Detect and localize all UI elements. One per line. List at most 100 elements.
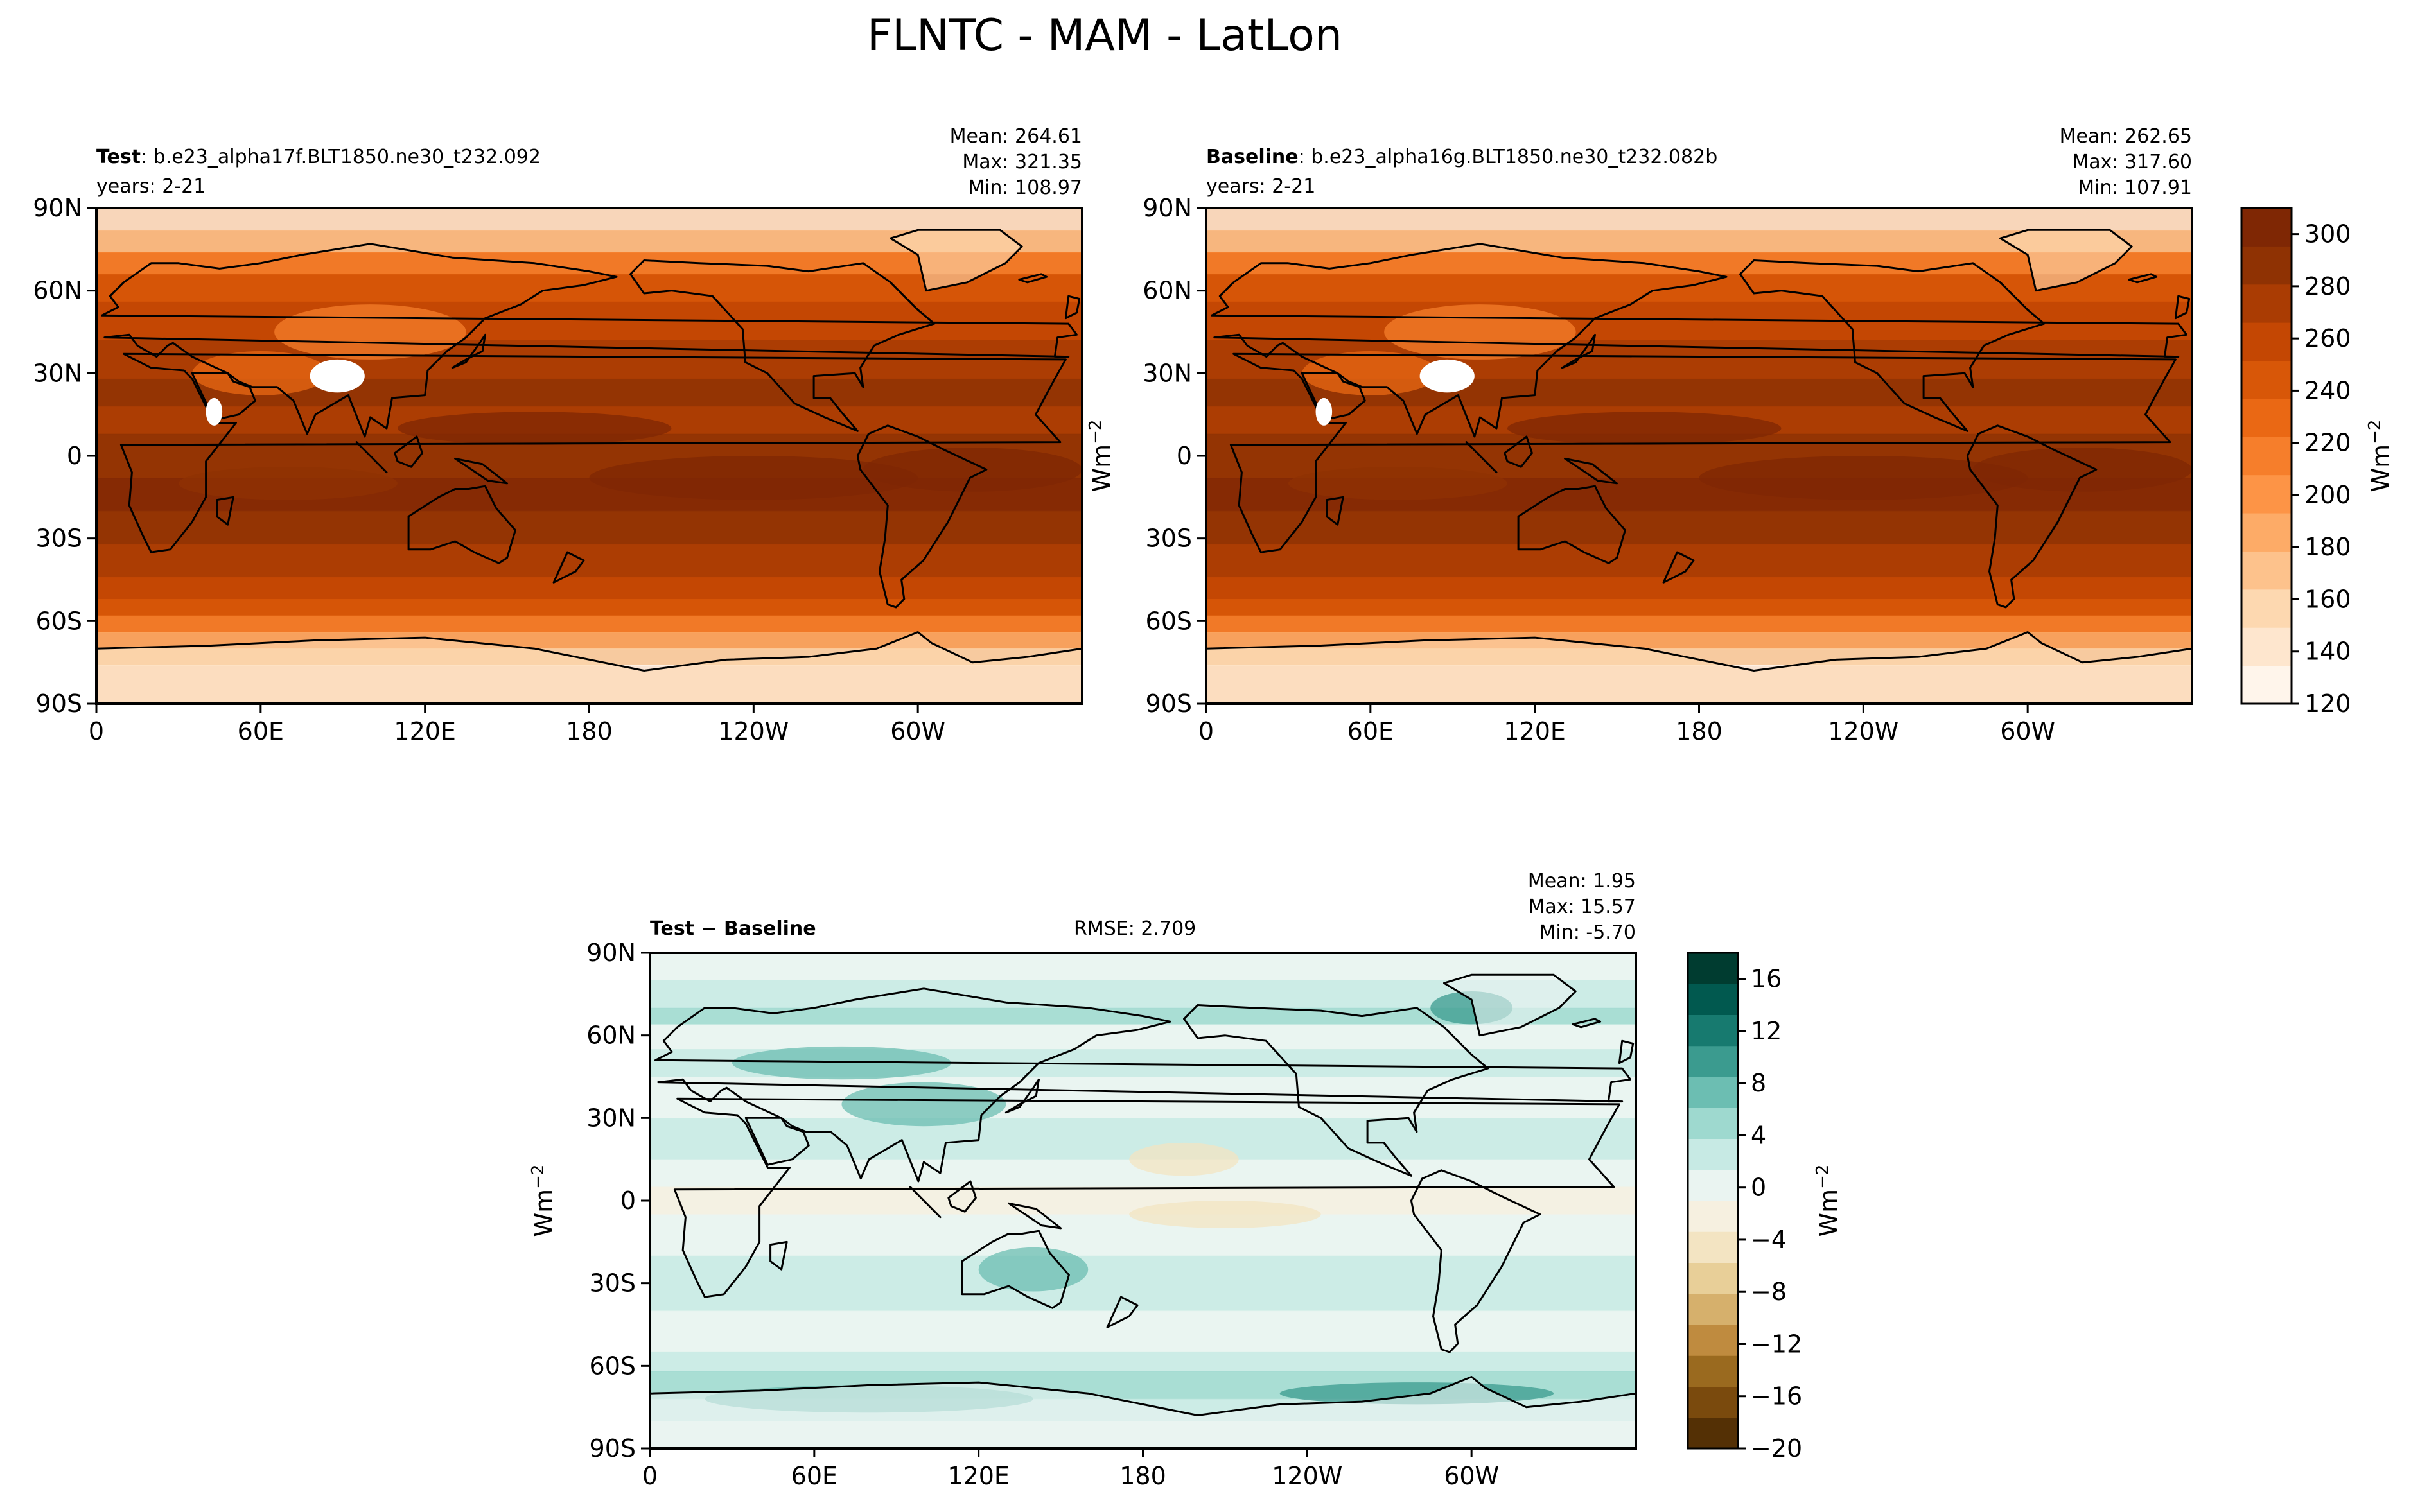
coastline-southamerica [1410, 1169, 1541, 1353]
map-band [650, 1077, 1636, 1119]
coastline-uk [1618, 1039, 1635, 1064]
coastline-eurasia [654, 987, 1631, 1183]
map-band [1206, 615, 2192, 633]
colorbar-segment [2241, 208, 2292, 247]
coastline-australia [407, 485, 516, 564]
x-tick-label: 60E [238, 717, 284, 745]
colorbar-tick-label: 4 [1751, 1121, 1766, 1149]
coastline-arabia [744, 1117, 810, 1166]
y-tick-label: 30S [36, 525, 82, 553]
baseline-stat-mean: Mean: 262.65 [2060, 125, 2192, 148]
baseline-years: years: 2-21 [1206, 175, 1315, 198]
colorbar-segment [2241, 665, 2292, 704]
map-band [96, 208, 1082, 231]
y-tick-label: 90N [33, 194, 82, 222]
y-tick-label: 90N [1143, 194, 1192, 222]
test-years: years: 2-21 [96, 175, 206, 198]
map-band [96, 544, 1082, 578]
coastline-northamerica [1183, 1004, 1489, 1177]
colorbar-tick-label: −12 [1751, 1330, 1802, 1358]
colorbar-tick-label: 220 [2304, 429, 2351, 457]
coastline-newzealand [552, 551, 585, 584]
colorbar-segment [2241, 322, 2292, 361]
map-band [1206, 599, 2192, 616]
baseline-label-bold: Baseline [1206, 146, 1299, 168]
map-band [1206, 510, 2192, 545]
test-stat-max: Max: 321.35 [962, 151, 1082, 173]
difference-ylabel-sup: −2 [529, 1165, 548, 1189]
x-tick-label: 180 [1676, 717, 1723, 745]
coastline-antarctica [650, 1376, 1636, 1448]
coastline-madagascar [1326, 496, 1344, 526]
x-tick-label: 120W [718, 717, 789, 745]
colorbar-segment [1688, 1169, 1738, 1201]
x-tick-label: 0 [89, 717, 104, 745]
figure-title: FLNTC - MAM - LatLon [867, 10, 1342, 61]
difference-stat-min: Min: -5.70 [1539, 921, 1636, 944]
colorbar-tick-label: 0 [1751, 1174, 1766, 1202]
coastline-newguinea [1564, 457, 1618, 485]
map-field-patch [1384, 304, 1576, 360]
colorbar-tick-label: 120 [2304, 690, 2351, 718]
colorbar-tick-label: −4 [1751, 1226, 1787, 1254]
missing-data-patch [1315, 397, 1333, 426]
y-tick-label: 60S [36, 607, 82, 635]
y-tick-label: 60N [586, 1021, 636, 1050]
coastline-borneo [394, 435, 423, 468]
colorbar-segment [1688, 984, 1738, 1015]
colorbar-tick-label: 8 [1751, 1069, 1766, 1097]
map-band [1206, 208, 2192, 231]
test-stat-mean: Mean: 264.61 [950, 125, 1082, 148]
x-tick-label: 120E [394, 717, 456, 745]
y-tick-label: 90S [590, 1434, 636, 1463]
map-band [1206, 544, 2192, 578]
test-panel: Test: b.e23_alpha17f.BLT1850.ne30_t232.0… [33, 125, 1083, 745]
y-tick-label: 90N [586, 939, 636, 967]
coastline-antarctica [96, 631, 1082, 704]
colorbar-segment [1688, 1045, 1738, 1077]
colorbar-segment [1688, 1231, 1738, 1263]
map-field-patch [1302, 351, 1439, 395]
coastline-southamerica [856, 424, 988, 609]
map-band [650, 1255, 1636, 1312]
map-band [96, 599, 1082, 616]
colorbar-segment [2241, 398, 2292, 437]
x-tick-label: 120E [1504, 717, 1566, 745]
coastline-australia [961, 1230, 1070, 1309]
map-band [96, 301, 1082, 341]
coastline-australia [1517, 485, 1626, 564]
coastline-northamerica [1739, 259, 2046, 432]
y-tick-label: 60S [1146, 607, 1192, 635]
colorbar-tick-label: 300 [2304, 220, 2351, 248]
coastline-madagascar [769, 1240, 788, 1271]
colorbar-segment [2241, 437, 2292, 476]
baseline-yticks: 90N 60N 30N 0 30S 60S 90S [1143, 194, 1206, 718]
map-band [650, 1351, 1636, 1372]
coastline-iceland [1572, 1018, 1602, 1029]
map-field-patch [863, 448, 1082, 492]
map-field-patch [841, 1082, 1006, 1127]
x-tick-label: 0 [1198, 717, 1214, 745]
difference-stat-max: Max: 15.57 [1528, 896, 1636, 918]
coastline-northamerica [629, 259, 936, 432]
map-band [96, 274, 1082, 302]
y-tick-label: 30N [1143, 359, 1192, 387]
difference-ylabel: Wm−2 [529, 1165, 558, 1237]
map-field-patch [1288, 467, 1508, 500]
x-tick-label: 60W [890, 717, 945, 745]
map-band [96, 510, 1082, 545]
coastline-iceland [2128, 273, 2158, 284]
test-yticks: 90N 60N 30N 0 30S 60S 90S [33, 194, 96, 718]
coastline-greenland [890, 229, 1023, 292]
coastline-africa [673, 1097, 1620, 1298]
y-tick-label: 30N [33, 359, 82, 387]
baseline-label: Baseline: b.e23_alpha16g.BLT1850.ne30_t2… [1206, 146, 1717, 168]
missing-data-patch [206, 397, 223, 426]
main-colorbar-label-unit: Wm [2367, 444, 2395, 492]
map-field-patch [1972, 448, 2192, 492]
colorbar-tick-label: 16 [1751, 965, 1782, 993]
x-tick-label: 120W [1828, 717, 1898, 745]
colorbar-segment [2241, 360, 2292, 399]
baseline-ylabel-sup: −2 [1086, 420, 1105, 444]
